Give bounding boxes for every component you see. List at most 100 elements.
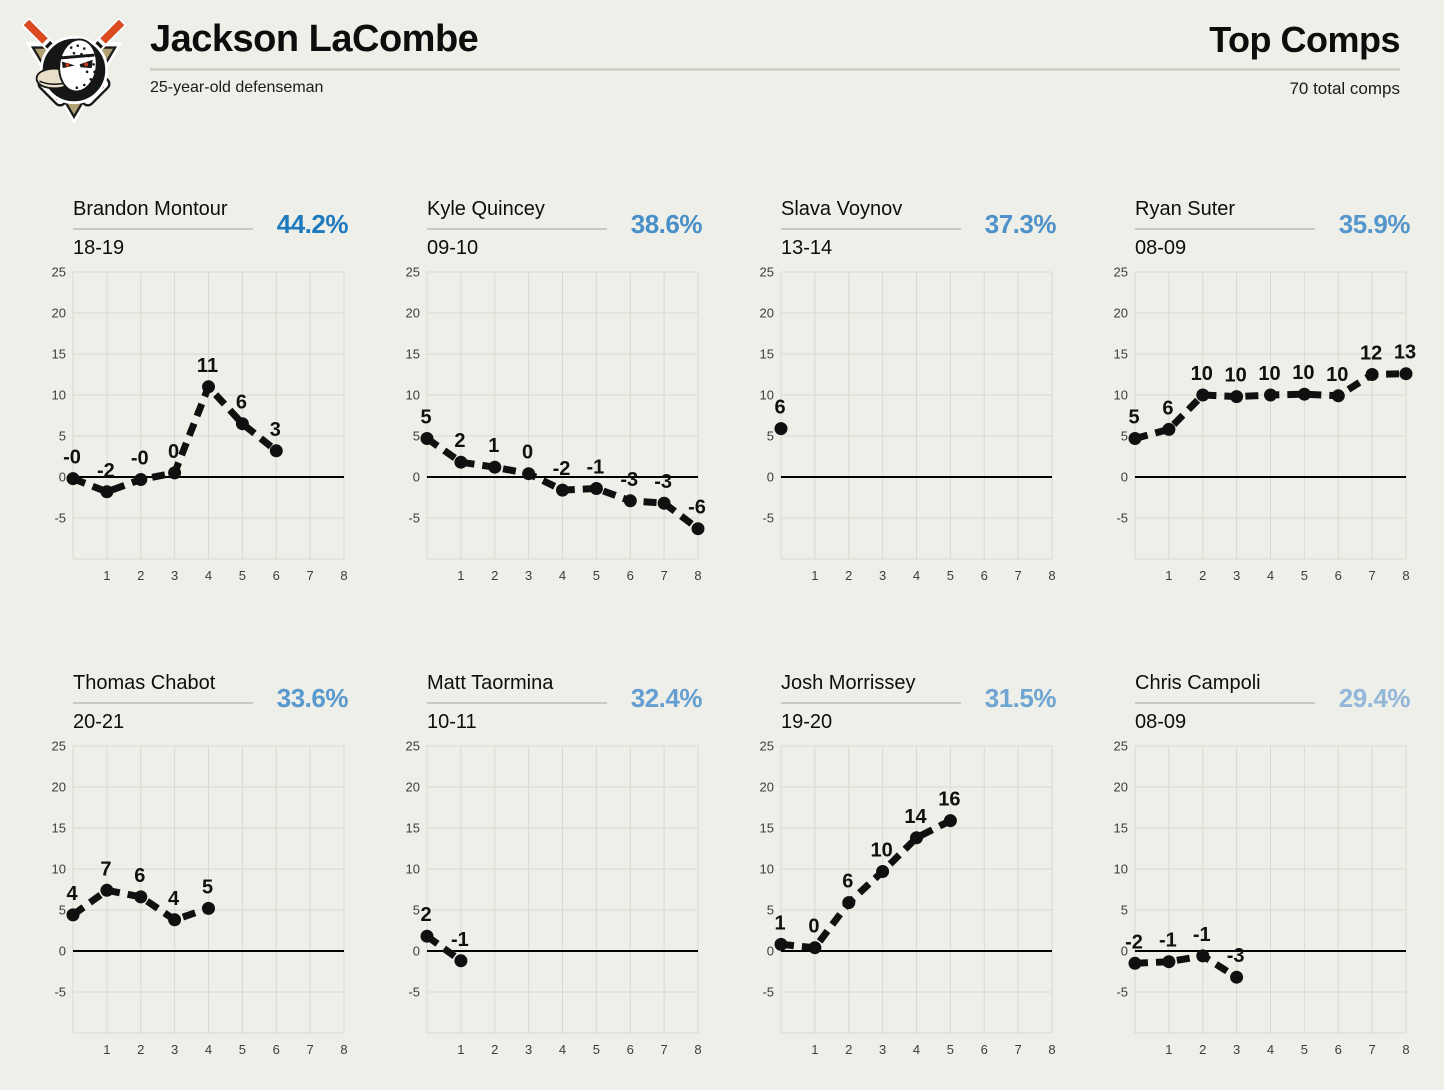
anaheim-ducks-logo-icon [18, 12, 130, 128]
comp-season: 09-10 [427, 237, 479, 259]
svg-text:-3: -3 [620, 469, 638, 491]
svg-text:1: 1 [811, 1042, 818, 1057]
comp-card-header: Slava Voynov 13-14 37.3% [781, 198, 1057, 262]
svg-text:5: 5 [59, 903, 66, 918]
svg-text:-5: -5 [1116, 985, 1128, 1000]
svg-text:-1: -1 [1193, 924, 1211, 946]
svg-text:6: 6 [273, 568, 280, 583]
comp-season: 10-11 [427, 711, 477, 733]
comp-player-name: Matt Taormina [427, 672, 607, 704]
comp-season: 18-19 [73, 237, 125, 259]
comp-season: 08-09 [1135, 711, 1187, 733]
svg-text:10: 10 [760, 388, 774, 403]
svg-text:1: 1 [488, 435, 499, 457]
svg-text:25: 25 [760, 739, 774, 754]
comp-chart-svg: -5 0 5 10 15 20 25 1 2 3 4 5 6 7 8 -2 -1 -1 -3 [1114, 739, 1410, 1058]
svg-text:1: 1 [103, 568, 110, 583]
svg-text:2: 2 [137, 568, 144, 583]
svg-text:10: 10 [406, 388, 420, 403]
svg-text:7: 7 [100, 858, 111, 880]
svg-text:5: 5 [239, 568, 246, 583]
svg-text:11: 11 [197, 355, 218, 377]
svg-text:1: 1 [1165, 568, 1172, 583]
svg-text:8: 8 [694, 1042, 701, 1057]
svg-text:5: 5 [947, 568, 954, 583]
svg-text:0: 0 [168, 441, 179, 463]
svg-text:6: 6 [273, 1042, 280, 1057]
svg-text:6: 6 [1335, 568, 1342, 583]
svg-text:20: 20 [1114, 780, 1128, 795]
comp-card: Josh Morrissey 19-20 31.5% -5 0 5 10 15 20 25 1… [746, 672, 1057, 1058]
svg-text:-2: -2 [97, 460, 115, 482]
comp-card-header: Matt Taormina 10-11 32.4% [427, 672, 703, 736]
svg-text:25: 25 [52, 265, 66, 280]
svg-text:16: 16 [938, 789, 960, 811]
svg-text:15: 15 [760, 821, 774, 836]
svg-text:20: 20 [406, 780, 420, 795]
comp-player-name: Kyle Quincey [427, 198, 607, 230]
svg-text:-0: -0 [131, 448, 149, 470]
svg-text:20: 20 [52, 306, 66, 321]
comp-chart-svg: -5 0 5 10 15 20 25 1 2 3 4 5 6 7 8 2 -1 [406, 739, 702, 1058]
svg-text:10: 10 [1292, 362, 1314, 384]
svg-text:0: 0 [808, 916, 819, 938]
svg-text:3: 3 [270, 419, 281, 441]
svg-text:5: 5 [593, 568, 600, 583]
comp-card-header: Josh Morrissey 19-20 31.5% [781, 672, 1057, 736]
svg-text:15: 15 [52, 347, 66, 362]
svg-text:1: 1 [1165, 1042, 1172, 1057]
svg-text:20: 20 [406, 306, 420, 321]
svg-text:3: 3 [879, 1042, 886, 1057]
svg-text:2: 2 [454, 430, 465, 452]
svg-text:0: 0 [767, 470, 774, 485]
svg-text:5: 5 [413, 903, 420, 918]
svg-text:8: 8 [340, 568, 347, 583]
svg-text:6: 6 [981, 568, 988, 583]
svg-text:2: 2 [491, 1042, 498, 1057]
comp-match-percentage: 32.4% [630, 683, 703, 713]
svg-text:5: 5 [202, 876, 213, 898]
svg-text:4: 4 [205, 1042, 212, 1057]
svg-text:0: 0 [1121, 944, 1128, 959]
svg-text:6: 6 [134, 865, 145, 887]
svg-text:20: 20 [52, 780, 66, 795]
svg-text:6: 6 [981, 1042, 988, 1057]
comp-match-percentage: 31.5% [984, 683, 1057, 713]
svg-text:5: 5 [239, 1042, 246, 1057]
svg-text:-6: -6 [688, 497, 706, 519]
svg-text:-5: -5 [54, 985, 66, 1000]
comp-card: Kyle Quincey 09-10 38.6% -5 0 5 10 15 20 25 1 2 3… [392, 198, 706, 584]
svg-text:5: 5 [1121, 903, 1128, 918]
svg-text:6: 6 [627, 1042, 634, 1057]
svg-text:10: 10 [406, 862, 420, 877]
svg-text:2: 2 [1199, 568, 1206, 583]
svg-text:15: 15 [1114, 347, 1128, 362]
svg-text:8: 8 [694, 568, 701, 583]
svg-text:-1: -1 [587, 457, 605, 479]
svg-text:-5: -5 [54, 511, 66, 526]
svg-text:5: 5 [767, 903, 774, 918]
svg-text:13: 13 [1394, 342, 1416, 364]
svg-text:25: 25 [406, 265, 420, 280]
svg-text:3: 3 [525, 568, 532, 583]
comp-card-header: Ryan Suter 08-09 35.9% [1135, 198, 1411, 262]
svg-text:7: 7 [307, 1042, 314, 1057]
svg-text:0: 0 [413, 944, 420, 959]
svg-text:10: 10 [760, 862, 774, 877]
svg-text:2: 2 [845, 568, 852, 583]
svg-text:3: 3 [525, 1042, 532, 1057]
svg-text:0: 0 [522, 442, 533, 464]
comp-card: Slava Voynov 13-14 37.3% -5 0 5 10 15 20 25 1 2 3… [746, 198, 1057, 584]
header: Jackson LaCombe Top Comps 25-year-old de… [0, 0, 1444, 128]
svg-text:20: 20 [760, 306, 774, 321]
comps-count: 70 total comps [1289, 79, 1400, 98]
comp-match-percentage: 44.2% [276, 209, 349, 239]
svg-text:8: 8 [1048, 568, 1055, 583]
comp-card-header: Thomas Chabot 20-21 33.6% [73, 672, 349, 736]
svg-text:1: 1 [811, 568, 818, 583]
header-divider [150, 68, 1400, 71]
svg-text:10: 10 [1191, 363, 1213, 385]
